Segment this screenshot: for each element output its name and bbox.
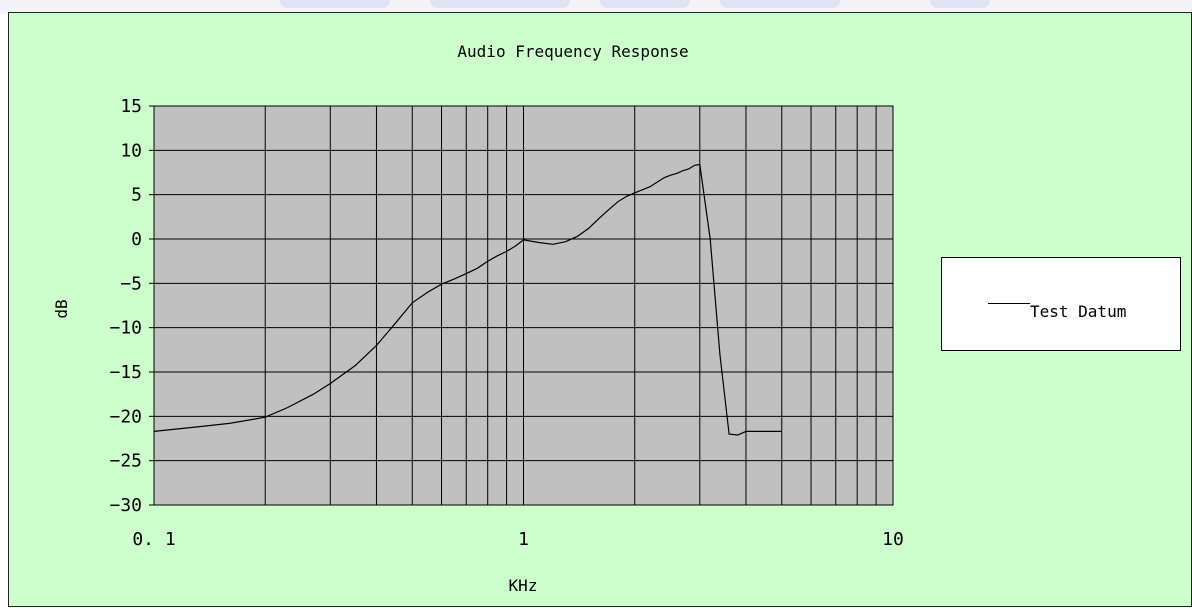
series-line-test-datum <box>153 163 782 436</box>
y-tick-label: 0 <box>131 229 142 250</box>
chart-title: Audio Frequency Response <box>457 42 688 61</box>
y-tick-label: −5 <box>120 273 142 294</box>
y-tick-label: −20 <box>109 406 142 427</box>
x-tick-label: 0. 1 <box>132 529 175 550</box>
chart-svg: Audio Frequency Response 15 10 5 0 −5 −10 −15 −… <box>52 42 904 595</box>
legend: Test Datum <box>941 257 1181 351</box>
legend-swatch <box>988 303 1030 304</box>
y-tick-label: 5 <box>131 185 142 206</box>
y-tick-label: 10 <box>120 140 142 161</box>
y-axis-label: dB <box>52 299 71 318</box>
chart-area: Audio Frequency Response 15 10 5 0 −5 −10 −15 −… <box>8 12 1192 607</box>
legend-label: Test Datum <box>1030 302 1127 321</box>
top-watermark-strip <box>0 0 1192 14</box>
y-tick-label: 15 <box>120 96 142 117</box>
x-axis-label: KHz <box>509 576 538 595</box>
x-axis-ticks: 0. 1 1 10 <box>132 529 904 550</box>
grid-lines <box>153 105 894 506</box>
x-tick-label: 1 <box>518 529 529 550</box>
y-tick-label: −15 <box>109 362 142 383</box>
y-tick-label: −10 <box>109 318 142 339</box>
x-tick-label: 10 <box>882 529 904 550</box>
y-tick-label: −30 <box>109 495 142 516</box>
y-axis-ticks: 15 10 5 0 −5 −10 −15 −20 −25 −30 <box>109 96 154 516</box>
y-tick-label: −25 <box>109 451 142 472</box>
